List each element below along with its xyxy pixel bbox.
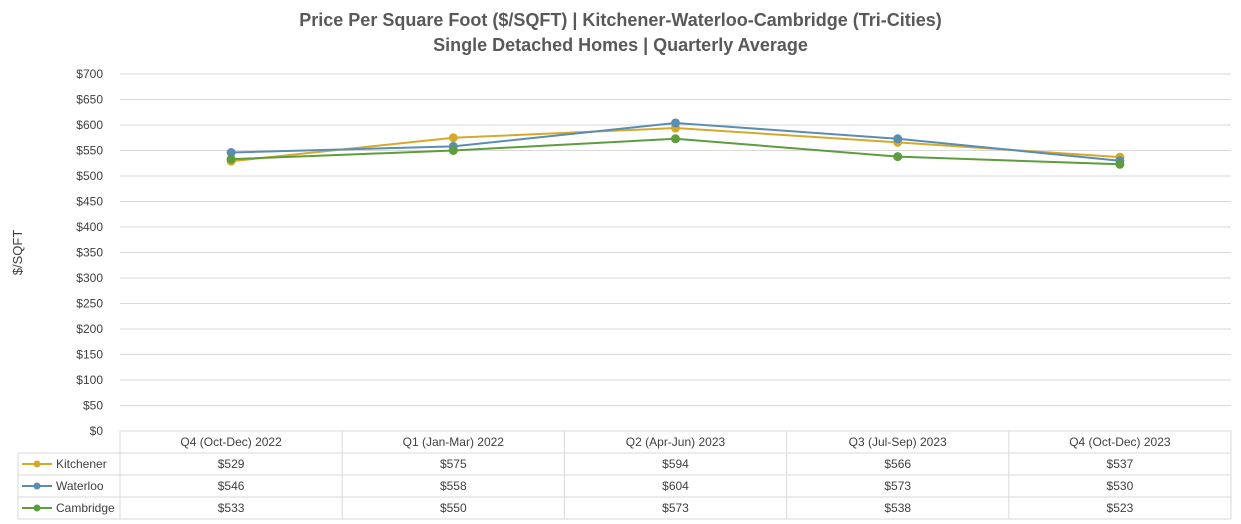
- chart-title-line-2: Single Detached Homes | Quarterly Averag…: [433, 35, 808, 55]
- y-tick-label: $600: [76, 118, 103, 132]
- legend-entry: Waterloo: [56, 479, 104, 493]
- category-label: Q1 (Jan-Mar) 2022: [403, 435, 505, 449]
- data-table-value: $558: [440, 479, 467, 493]
- y-tick-label: $500: [76, 169, 103, 183]
- legend-key-marker: [33, 460, 41, 468]
- series-line-kitchener: [230, 127, 1120, 163]
- y-tick-label: $650: [76, 93, 103, 107]
- data-table-value: $533: [218, 501, 245, 515]
- legend-entry: Kitchener: [56, 457, 107, 471]
- data-table-value: $529: [218, 457, 245, 471]
- data-table-value: $546: [218, 479, 245, 493]
- category-label: Q4 (Oct-Dec) 2022: [180, 435, 282, 449]
- y-tick-label: $350: [76, 246, 103, 260]
- y-tick-label: $150: [76, 348, 103, 362]
- y-tick-label: $550: [76, 144, 103, 158]
- data-table-value: $523: [1107, 501, 1134, 515]
- data-point-cambridge: [1115, 159, 1125, 169]
- y-tick-label: $700: [76, 67, 103, 81]
- data-table-value: $566: [884, 457, 911, 471]
- data-point-waterloo: [671, 118, 680, 128]
- data-point-kitchener: [448, 133, 458, 143]
- data-table-value: $575: [440, 457, 467, 471]
- category-label: Q2 (Apr-Jun) 2023: [626, 435, 726, 449]
- legend-entry: Cambridge: [56, 501, 115, 515]
- data-point-cambridge: [671, 134, 680, 144]
- y-tick-label: $400: [76, 220, 103, 234]
- data-table-value: $537: [1107, 457, 1134, 471]
- data-table-value: $538: [884, 501, 911, 515]
- data-table-value: $573: [884, 479, 911, 493]
- y-tick-label: $250: [76, 297, 103, 311]
- y-tick-label: $50: [83, 399, 103, 413]
- y-axis-label: $/SQFT: [10, 230, 25, 276]
- data-point-waterloo: [893, 134, 903, 144]
- legend-key-marker: [33, 504, 41, 512]
- chart-title: Price Per Square Foot ($/SQFT) | Kitchen…: [0, 8, 1241, 58]
- data-point-cambridge: [893, 152, 903, 162]
- data-point-cambridge: [448, 146, 458, 155]
- data-point-waterloo: [226, 148, 236, 158]
- y-tick-label: $0: [90, 424, 104, 438]
- category-label: Q4 (Oct-Dec) 2023: [1069, 435, 1171, 449]
- data-table-value: $550: [440, 501, 467, 515]
- data-table-value: $573: [662, 501, 689, 515]
- y-tick-label: $100: [76, 373, 103, 387]
- y-tick-label: $300: [76, 271, 103, 285]
- y-tick-label: $450: [76, 195, 103, 209]
- data-table-value: $604: [662, 479, 689, 493]
- data-table-value: $594: [662, 457, 689, 471]
- data-point-cambridge: [226, 154, 236, 164]
- legend-key-marker: [33, 482, 41, 490]
- category-label: Q3 (Jul-Sep) 2023: [849, 435, 947, 449]
- data-table-value: $530: [1107, 479, 1134, 493]
- chart-title-line-1: Price Per Square Foot ($/SQFT) | Kitchen…: [299, 10, 942, 30]
- y-tick-label: $200: [76, 322, 103, 336]
